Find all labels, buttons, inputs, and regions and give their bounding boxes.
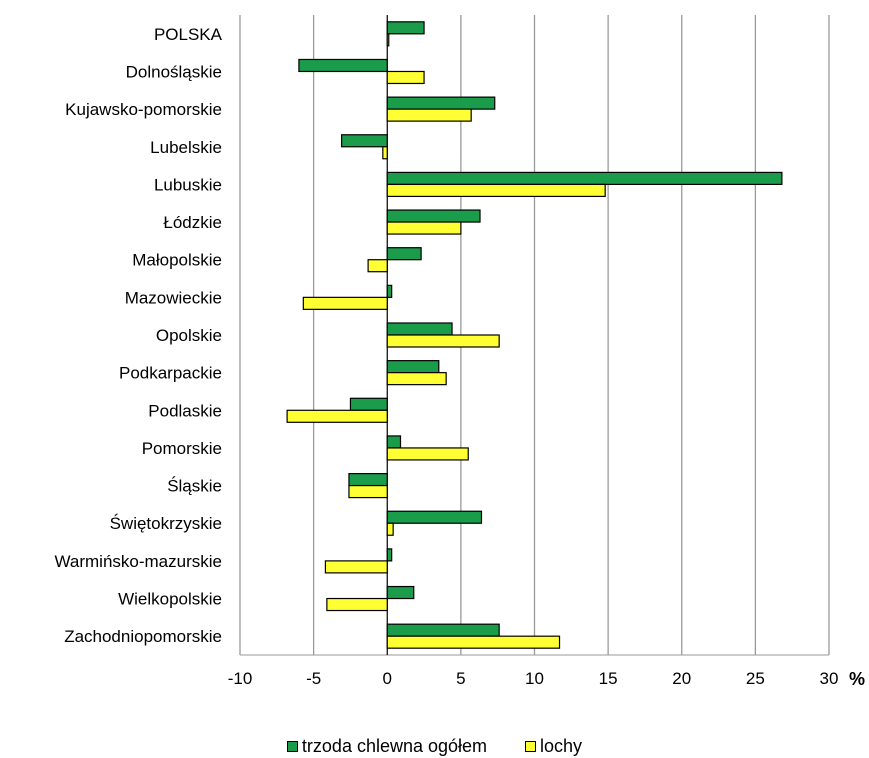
category-label: Lubelskie xyxy=(150,138,222,157)
bars xyxy=(286,21,783,649)
x-tick-label: -10 xyxy=(228,669,253,688)
bar-lochy xyxy=(386,183,606,198)
bar-lochy xyxy=(367,259,388,273)
category-label: Pomorskie xyxy=(142,439,222,458)
x-tick-label: -5 xyxy=(306,669,321,688)
x-tick-label: 0 xyxy=(383,669,392,688)
bar-trzoda xyxy=(386,510,483,524)
bar-lochy xyxy=(386,635,561,649)
x-tick-label: 25 xyxy=(746,669,765,688)
bar-lochy xyxy=(386,221,462,235)
bar-trzoda xyxy=(386,96,496,110)
bar-lochy xyxy=(386,522,394,536)
category-label: Lubuskie xyxy=(154,175,222,194)
bar-lochy xyxy=(386,372,447,386)
bar-lochy xyxy=(386,33,390,47)
bar-trzoda xyxy=(348,472,388,487)
bar-trzoda xyxy=(386,623,500,637)
bar-lochy xyxy=(348,484,388,499)
bar-trzoda xyxy=(386,360,440,374)
bar-trzoda xyxy=(298,58,388,73)
category-label: Śląskie xyxy=(167,477,222,496)
category-label: Mazowieckie xyxy=(125,288,222,307)
x-axis-unit: % xyxy=(849,669,865,689)
category-label: Podkarpackie xyxy=(119,364,222,383)
bar-trzoda xyxy=(349,397,388,411)
category-label: Opolskie xyxy=(156,326,222,345)
bar-trzoda xyxy=(386,585,415,600)
bar-lochy xyxy=(324,560,388,574)
category-labels: POLSKA Dolnośląskie Kujawsko-pomorskie Lube… xyxy=(54,25,222,646)
category-label: Małopolskie xyxy=(132,251,222,270)
legend-label: lochy xyxy=(540,735,583,756)
category-label: Kujawsko-pomorskie xyxy=(65,100,222,119)
bar-lochy xyxy=(382,146,388,160)
bar-trzoda xyxy=(341,134,388,148)
x-tick-label: 20 xyxy=(672,669,691,688)
bar-lochy xyxy=(386,70,425,85)
bar-trzoda xyxy=(386,247,422,261)
legend-item-ogolem: trzoda chlewna ogółem xyxy=(286,735,488,757)
bar-trzoda xyxy=(386,322,453,336)
x-tick-label: 30 xyxy=(820,669,839,688)
category-label: Świętokrzyskie xyxy=(110,514,222,533)
bar-trzoda xyxy=(386,209,481,223)
category-label: Podlaskie xyxy=(148,401,222,420)
x-tick-label: 5 xyxy=(456,669,465,688)
bar-chart: POLSKA Dolnośląskie Kujawsko-pomorskie Lube… xyxy=(54,15,865,689)
legend-swatch-green xyxy=(286,740,298,752)
category-label: Warmińsko-mazurskie xyxy=(54,552,222,571)
x-tick-label: 15 xyxy=(599,669,618,688)
bar-trzoda xyxy=(386,171,783,186)
legend-label: trzoda chlewna ogółem xyxy=(301,735,488,756)
bar-lochy xyxy=(302,296,388,310)
bar-trzoda xyxy=(386,548,393,562)
bar-trzoda xyxy=(386,435,402,449)
category-label: Zachodniopomorskie xyxy=(64,627,222,646)
legend-item-lochy: lochy xyxy=(525,736,582,757)
x-tick-label: 10 xyxy=(525,669,544,688)
category-label: Łódzkie xyxy=(163,213,222,232)
gridlines xyxy=(239,15,830,656)
bar-lochy xyxy=(326,597,388,612)
legend: trzoda chlewna ogółem lochy xyxy=(0,734,869,758)
category-label: POLSKA xyxy=(154,25,223,44)
bar-trzoda xyxy=(386,21,425,35)
bar-trzoda xyxy=(386,284,393,298)
bar-lochy xyxy=(386,447,469,461)
category-label: Wielkopolskie xyxy=(118,590,222,609)
bar-lochy xyxy=(386,334,500,348)
bar-lochy xyxy=(386,108,472,122)
category-label: Dolnośląskie xyxy=(126,62,222,81)
legend-swatch-yellow xyxy=(525,740,537,752)
x-tick-labels: -10 -5 0 5 10 15 20 25 30 xyxy=(228,669,839,688)
bar-lochy xyxy=(286,409,388,423)
